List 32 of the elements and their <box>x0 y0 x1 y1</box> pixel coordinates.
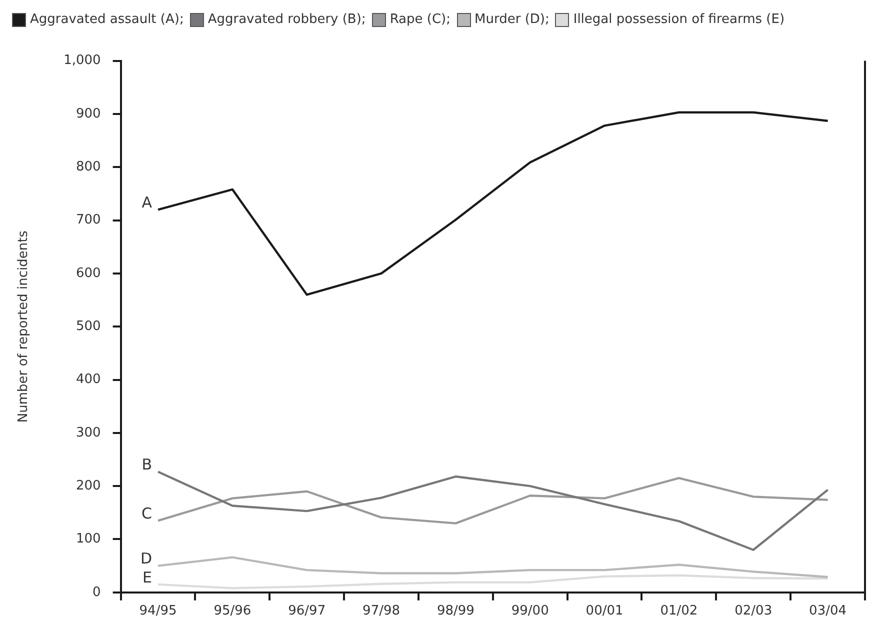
annotation: E <box>142 568 152 586</box>
legend-label: Rape (C); <box>390 12 451 27</box>
y-tick-label: 300 <box>76 425 101 440</box>
x-tick-label: 95/96 <box>214 604 252 619</box>
y-tick-label: 900 <box>76 106 101 122</box>
legend-label: Aggravated assault (A); <box>30 12 184 27</box>
x-tick-label: 96/97 <box>288 604 326 619</box>
legend-label: Illegal possession of firearms (E) <box>573 12 785 27</box>
x-tick-label: 99/00 <box>511 604 549 619</box>
annotation: C <box>142 504 152 523</box>
y-tick-label: 800 <box>76 159 101 174</box>
y-tick-label: 400 <box>76 372 101 388</box>
y-tick-label: 600 <box>76 266 101 281</box>
x-tick-label: 00/01 <box>586 604 624 619</box>
annotation: D <box>140 550 152 568</box>
y-tick-label: 200 <box>76 478 101 494</box>
y-tick-label: 700 <box>76 212 101 228</box>
x-tick-label: 98/99 <box>436 604 474 619</box>
annotation: A <box>142 194 153 212</box>
y-tick-label: 500 <box>76 318 101 334</box>
annotation: B <box>142 456 152 474</box>
y-axis-title: Number of reported incidents <box>16 230 32 423</box>
y-tick-label: 100 <box>76 532 101 547</box>
y-tick-label: 1,000 <box>64 53 101 68</box>
y-tick-label: 0 <box>92 584 101 600</box>
x-tick-label: 01/02 <box>660 604 698 619</box>
x-tick-label: 97/98 <box>362 604 400 619</box>
x-tick-label: 94/95 <box>139 604 177 619</box>
x-tick-label: 03/04 <box>809 604 847 619</box>
legend-label: Murder (D); <box>474 12 550 27</box>
x-tick-label: 02/03 <box>734 604 772 619</box>
legend-label: Aggravated robbery (B); <box>208 12 366 27</box>
